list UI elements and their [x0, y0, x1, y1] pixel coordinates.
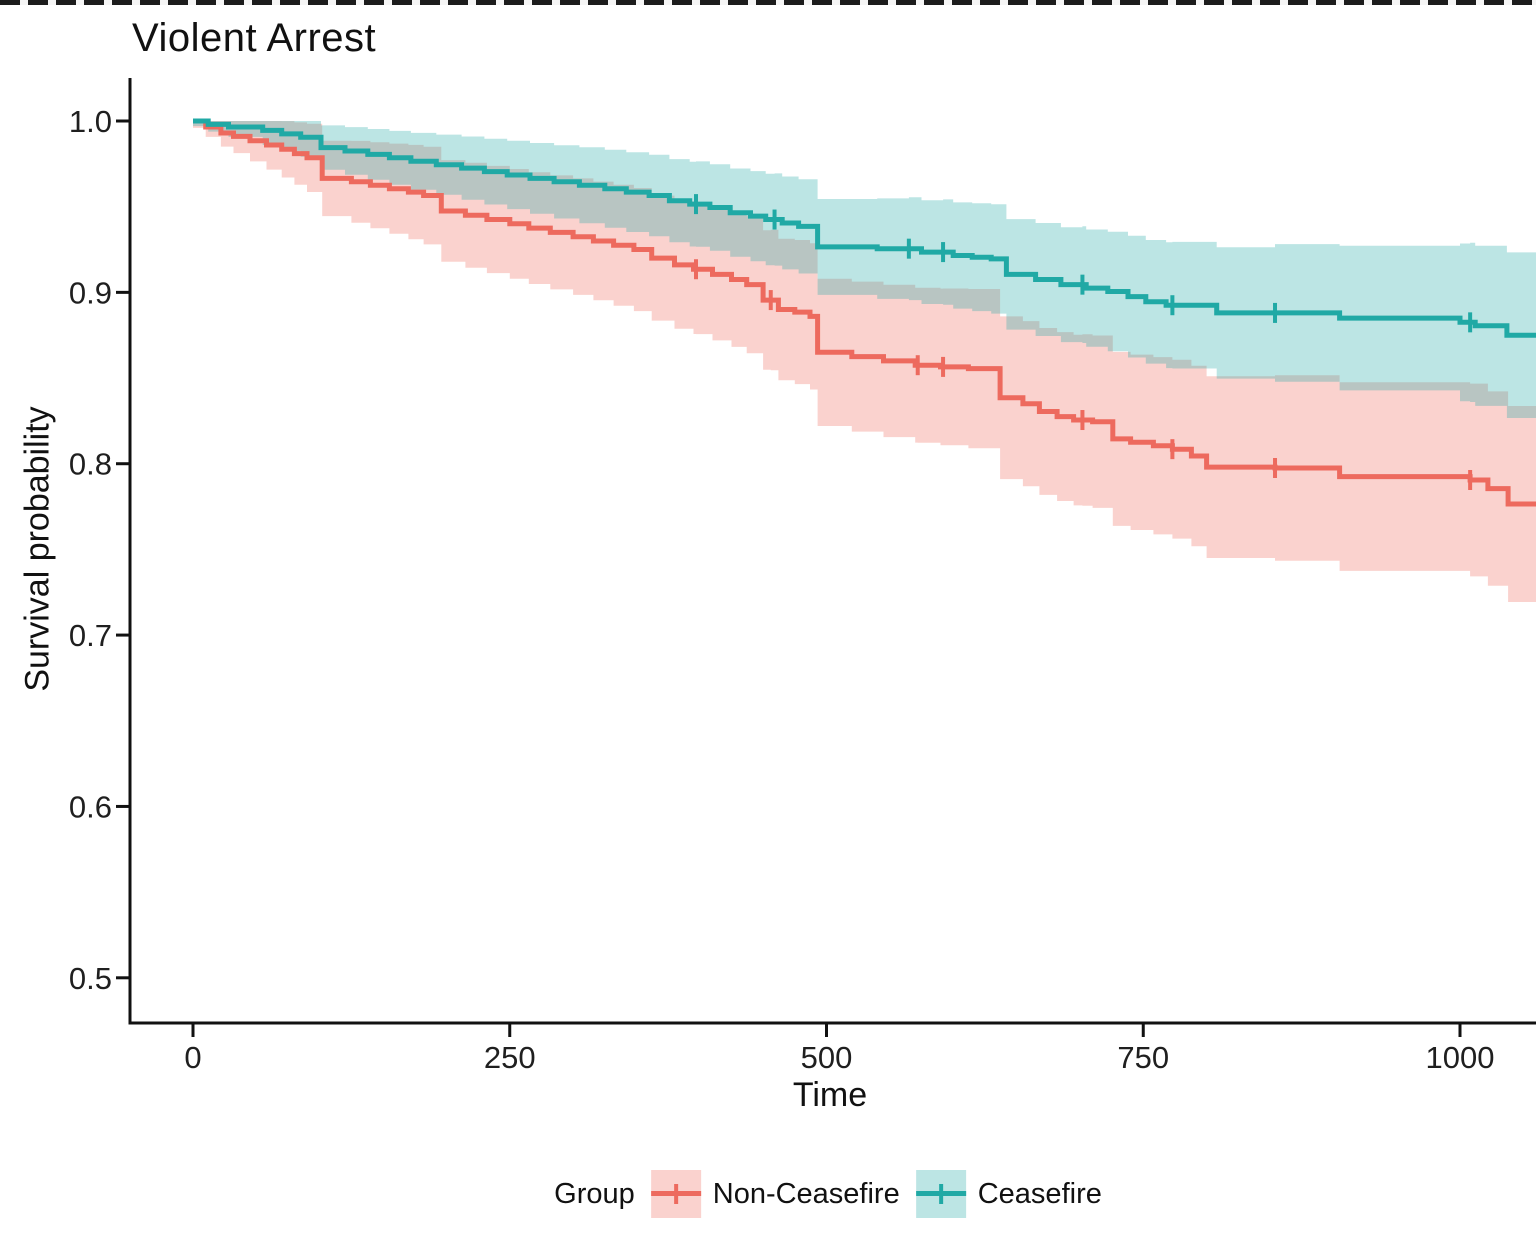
- x-tick-label: 750: [1117, 1040, 1169, 1075]
- legend-entry-non-ceasefire: Non-Ceasefire: [650, 1170, 900, 1218]
- x-tick-label: 0: [184, 1040, 201, 1075]
- confidence-ribbon-non-ceasefire: [193, 121, 1536, 602]
- plot-panel: [193, 118, 1536, 602]
- non-ceasefire-key-icon: [650, 1170, 701, 1218]
- censor-marks-non-ceasefire: [693, 259, 1473, 490]
- survival-curve-non-ceasefire: [193, 118, 1536, 507]
- y-tick-label: 1.0: [69, 104, 112, 139]
- x-tick-label: 500: [801, 1040, 853, 1075]
- confidence-ribbon-ceasefire: [193, 121, 1536, 418]
- x-axis-title: Time: [792, 1076, 868, 1114]
- screenshot-edge-artifact: [0, 0, 1536, 5]
- x-tick-label: 250: [484, 1040, 536, 1075]
- y-tick-label: 0.8: [69, 447, 112, 482]
- censor-marks-ceasefire: [693, 194, 1473, 333]
- survival-curve-ceasefire: [193, 118, 1536, 338]
- ceasefire-key-icon: [915, 1170, 966, 1218]
- legend-title: Group: [554, 1177, 635, 1210]
- y-axis-title: Survival probability: [18, 406, 57, 692]
- y-tick-label: 0.5: [69, 961, 112, 996]
- legend-entry-ceasefire: Ceasefire: [915, 1170, 1102, 1218]
- y-tick-label: 0.7: [69, 618, 112, 653]
- y-tick-label: 0.9: [69, 275, 112, 310]
- plot-title: Violent Arrest: [132, 16, 377, 60]
- legend-label-ceasefire: Ceasefire: [977, 1177, 1102, 1210]
- x-tick-label: 1000: [1426, 1040, 1495, 1075]
- legend-label-non-ceasefire: Non-Ceasefire: [712, 1177, 900, 1210]
- legend: Group Non-Ceasefire Ceasefire: [554, 1170, 1102, 1218]
- y-tick-label: 0.6: [69, 789, 112, 824]
